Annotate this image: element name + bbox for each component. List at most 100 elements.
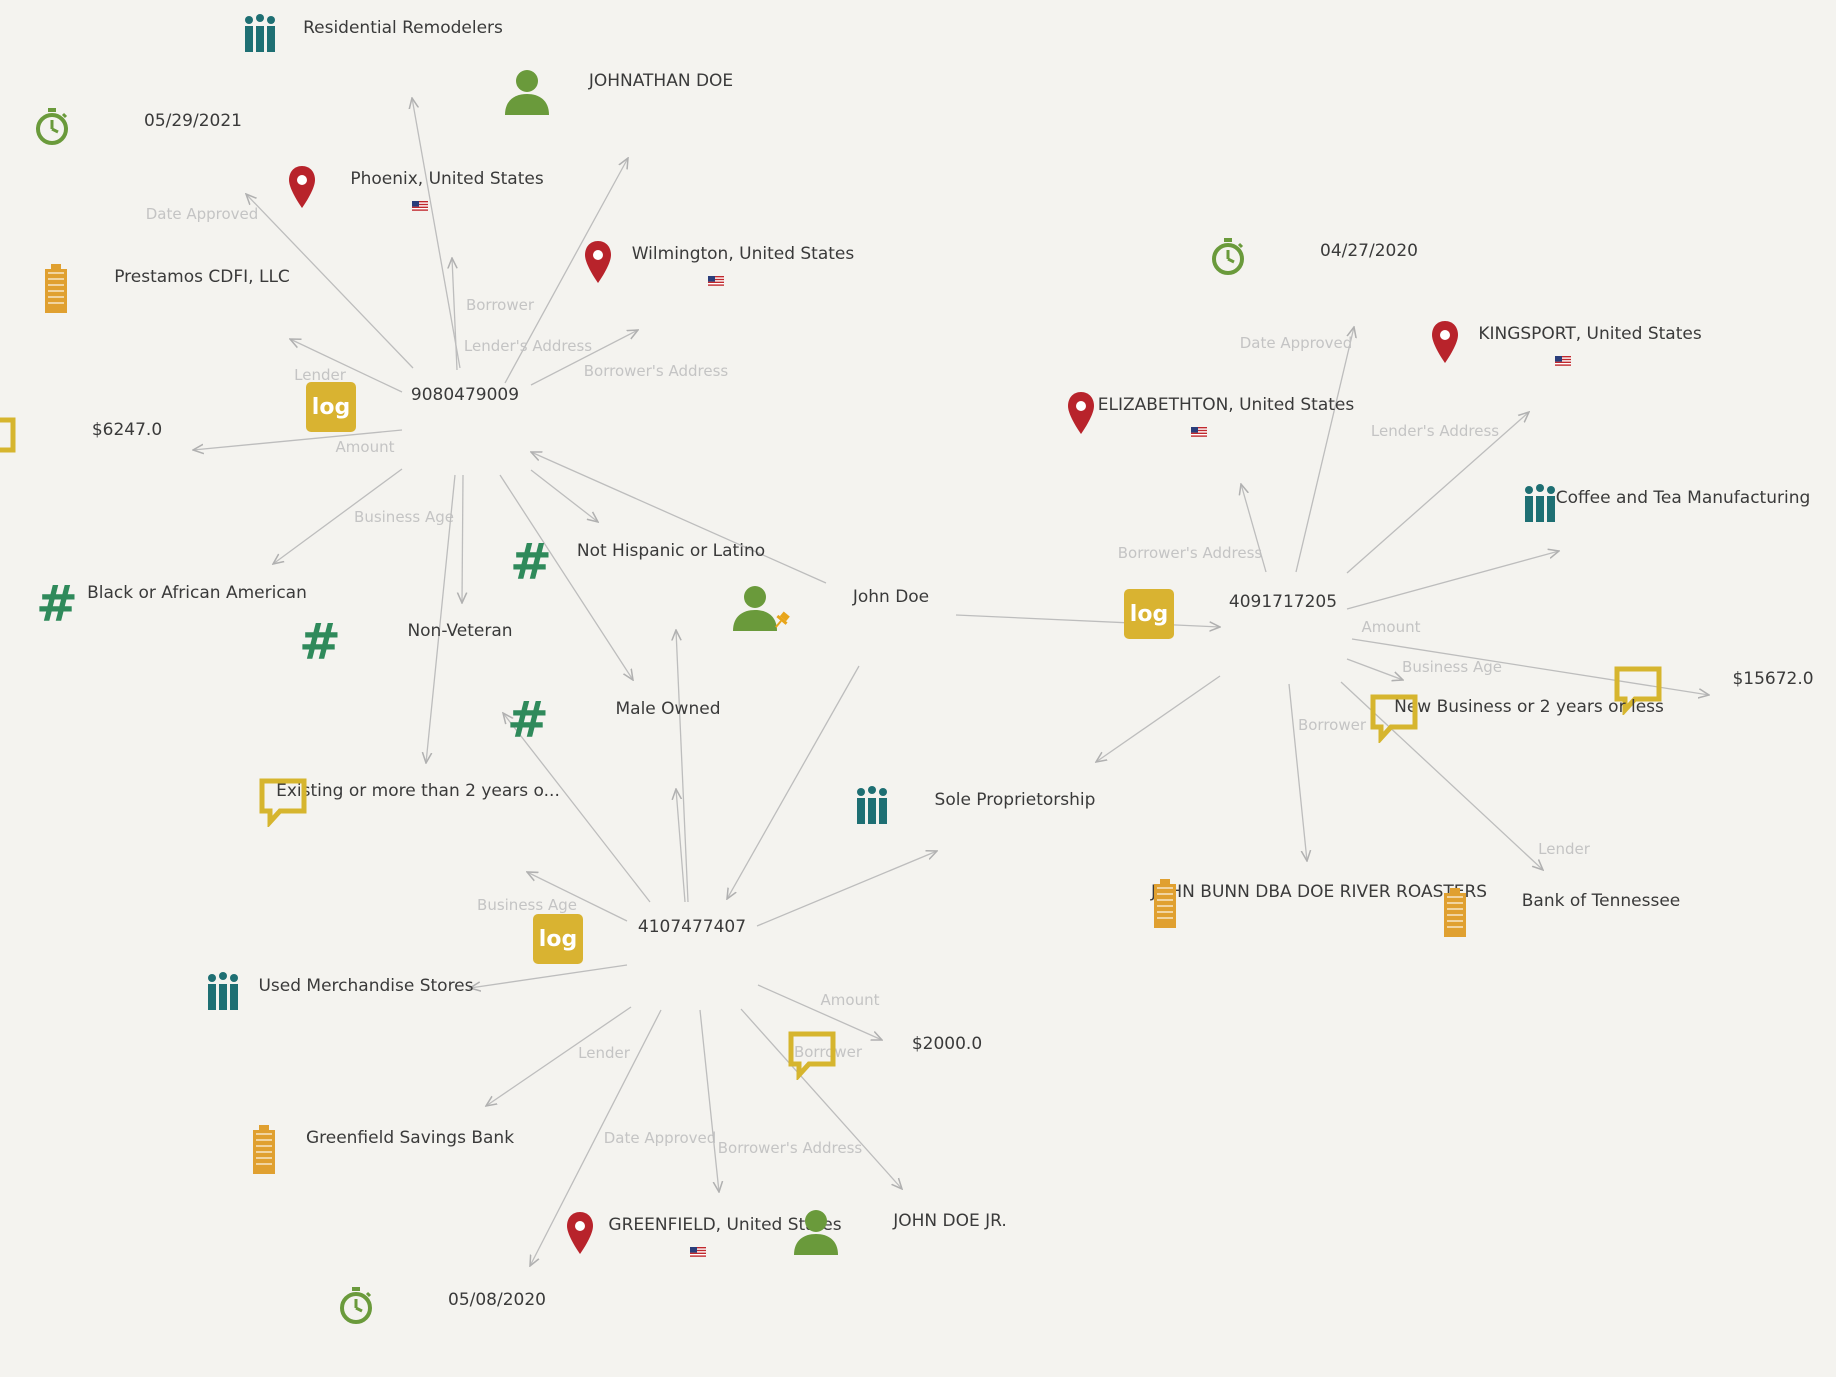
node-coffee[interactable]: Coffee and Tea Manufacturing xyxy=(1523,484,1836,522)
edge-loan2-amt2[interactable] xyxy=(1351,638,1709,695)
node-existing[interactable]: Existing or more than 2 years o... xyxy=(258,777,578,827)
edge-label: Date Approved xyxy=(1240,334,1353,352)
node-nonvet[interactable]: # Non-Veteran xyxy=(300,617,620,665)
node-loan2[interactable]: log 4091717205 xyxy=(1123,588,1443,639)
edge-loan1-male[interactable] xyxy=(499,474,633,680)
edge-loan2-d2[interactable] xyxy=(1295,327,1354,573)
node-d2[interactable]: 04/27/2020 xyxy=(1209,237,1529,275)
edge-loan1-existing[interactable] xyxy=(426,474,456,763)
node-greenfield[interactable]: GREENFIELD, United States xyxy=(565,1211,885,1254)
node-loan1[interactable]: log 9080479009 xyxy=(305,381,625,432)
edge-loan3-nothisp[interactable] xyxy=(676,630,689,903)
node-greenbank[interactable]: Greenfield Savings Bank xyxy=(250,1124,570,1174)
node-label: Non-Veteran xyxy=(407,621,513,641)
node-amt1[interactable]: $6247.0 xyxy=(0,416,287,453)
node-label: New Business or 2 years or less xyxy=(1394,697,1664,717)
edge-loan1-wilm[interactable] xyxy=(530,330,638,386)
node-eliz[interactable]: ELIZABETHTON, United States xyxy=(1066,391,1386,434)
edge-loan1-prestamos[interactable] xyxy=(290,339,403,393)
edge-loan3-greenfield[interactable] xyxy=(699,1009,719,1192)
node-soleprop[interactable]: Sole Proprietorship xyxy=(855,786,1175,824)
edge-label: Borrower xyxy=(466,296,535,314)
node-wilm[interactable]: Wilmington, United States xyxy=(583,240,903,283)
node-label: $2000.0 xyxy=(911,1034,983,1054)
node-nothisp[interactable]: # Not Hispanic or Latino xyxy=(511,537,831,585)
node-label: Residential Remodelers xyxy=(303,18,503,38)
node-label: $6247.0 xyxy=(91,420,163,440)
edge-loan3-existing[interactable] xyxy=(527,872,628,922)
node-label: 05/29/2021 xyxy=(144,111,242,131)
node-d3[interactable]: 05/08/2020 xyxy=(337,1286,657,1324)
node-loan3[interactable]: log 4107477407 xyxy=(532,913,852,964)
edge-loan1-phoenix[interactable] xyxy=(452,258,457,371)
node-label: $15672.0 xyxy=(1732,669,1814,689)
edge-loan2-coffee[interactable] xyxy=(1346,551,1559,610)
edge-label: Borrower xyxy=(794,1043,863,1061)
edge-johndoe-loan1[interactable] xyxy=(531,452,827,584)
node-amt2[interactable]: $15672.0 xyxy=(1613,665,1836,715)
node-label: Phoenix, United States xyxy=(350,169,544,189)
edge-label: Lender's Address xyxy=(464,337,592,355)
edge-label: Lender xyxy=(1538,840,1591,858)
edge-loan2-bunn[interactable] xyxy=(1288,683,1307,861)
node-usedmerch[interactable]: Used Merchandise Stores xyxy=(206,972,526,1010)
edge-loan2-kingsport[interactable] xyxy=(1346,412,1529,574)
node-label: Coffee and Tea Manufacturing xyxy=(1555,488,1811,508)
node-phoenix[interactable]: Phoenix, United States xyxy=(287,165,607,208)
edge-label: Lender's Address xyxy=(1371,422,1499,440)
node-label: JOHN BUNN DBA DOE RIVER ROASTERS xyxy=(1151,882,1488,902)
edge-label: Business Age xyxy=(477,896,577,914)
node-label: ELIZABETHTON, United States xyxy=(1097,395,1355,415)
node-label: Greenfield Savings Bank xyxy=(305,1128,515,1148)
node-johndoe[interactable]: John Doe xyxy=(731,583,1051,631)
edge-loan2-soleprop[interactable] xyxy=(1096,675,1221,762)
edge-loan2-newbiz[interactable] xyxy=(1346,658,1403,680)
edge-loan3-greenbank[interactable] xyxy=(486,1006,632,1106)
edge-loan1-black[interactable] xyxy=(273,468,403,564)
node-amt3[interactable]: $2000.0 xyxy=(787,1030,1107,1080)
node-label: John Doe xyxy=(852,587,930,607)
edge-loan3-nonvet[interactable] xyxy=(503,713,651,903)
node-kingsport[interactable]: KINGSPORT, United States xyxy=(1430,320,1750,363)
node-male[interactable]: # Male Owned xyxy=(508,695,828,743)
svg-text:log: log xyxy=(312,395,350,420)
node-johnathan[interactable]: JOHNATHAN DOE xyxy=(501,67,821,115)
edge-label: Lender xyxy=(294,366,347,384)
edge-loan2-eliz[interactable] xyxy=(1241,484,1267,573)
edge-label: Amount xyxy=(821,991,880,1009)
node-johnjr[interactable]: JOHN DOE JR. xyxy=(790,1207,1110,1255)
edge-loan1-johnathan[interactable] xyxy=(504,158,628,384)
node-black[interactable]: # Black or African American xyxy=(37,579,357,627)
node-boT[interactable]: Bank of Tennessee xyxy=(1441,887,1761,937)
edge-label: Borrower's Address xyxy=(718,1139,863,1157)
svg-text:log: log xyxy=(539,927,577,952)
node-label: 04/27/2020 xyxy=(1320,241,1418,261)
edge-loan1-resrem[interactable] xyxy=(412,98,461,369)
edge-loan3-male[interactable] xyxy=(676,789,686,903)
node-label: Male Owned xyxy=(615,699,721,719)
svg-text:#: # xyxy=(511,537,551,585)
edge-loan3-d3[interactable] xyxy=(530,1009,662,1266)
edge-loan3-usedmerch[interactable] xyxy=(470,964,628,988)
edge-johndoe-loan3[interactable] xyxy=(727,665,860,899)
node-label: Used Merchandise Stores xyxy=(258,976,474,996)
edge-loan1-nonvet[interactable] xyxy=(462,474,463,603)
node-resrem[interactable]: Residential Remodelers xyxy=(243,14,563,52)
node-label: Wilmington, United States xyxy=(631,244,855,264)
edge-loan1-nothisp[interactable] xyxy=(530,469,598,522)
edge-loan3-johnjr[interactable] xyxy=(740,1008,902,1189)
edge-johndoe-loan2[interactable] xyxy=(955,614,1220,627)
node-d1[interactable]: 05/29/2021 xyxy=(33,107,353,145)
edge-loan3-soleprop[interactable] xyxy=(756,851,937,927)
node-bunn[interactable]: JOHN BUNN DBA DOE RIVER ROASTERS xyxy=(1151,878,1488,928)
svg-text:#: # xyxy=(508,695,548,743)
edge-loan3-amt3[interactable] xyxy=(757,984,882,1040)
edge-loan1-amt1[interactable] xyxy=(193,429,403,450)
edge-loan1-d1[interactable] xyxy=(246,194,414,369)
node-prestamos[interactable]: Prestamos CDFI, LLC xyxy=(42,263,362,313)
node-newbiz[interactable]: New Business or 2 years or less xyxy=(1369,693,1689,743)
node-label: Not Hispanic or Latino xyxy=(576,541,766,561)
svg-text:log: log xyxy=(1130,602,1168,627)
